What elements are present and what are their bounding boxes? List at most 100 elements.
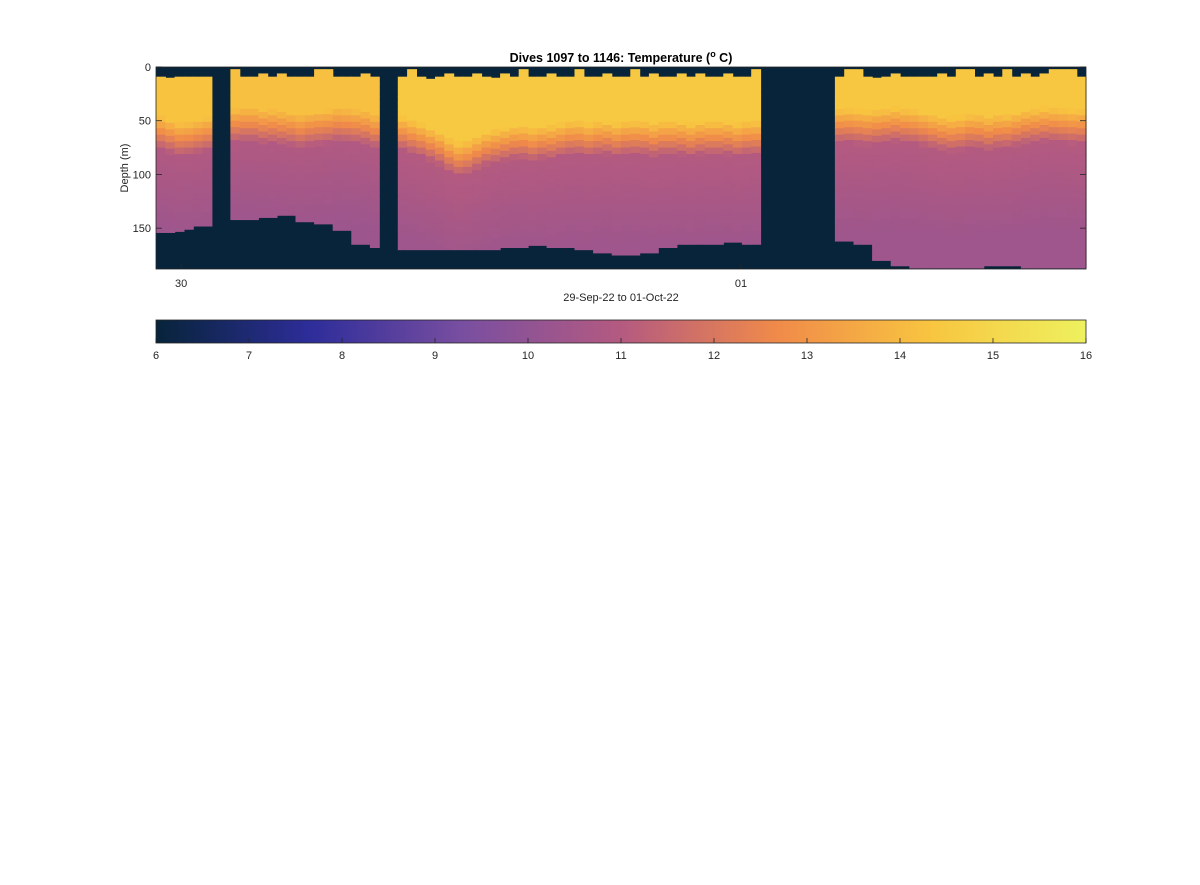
heatmap-cell bbox=[583, 166, 594, 174]
heatmap-cell bbox=[360, 241, 371, 245]
heatmap-cell bbox=[602, 92, 613, 100]
heatmap-cell bbox=[286, 96, 297, 103]
heatmap-cell bbox=[314, 178, 324, 186]
heatmap-cell bbox=[1020, 234, 1031, 242]
heatmap-cell bbox=[481, 166, 492, 174]
heatmap-cell bbox=[1067, 152, 1078, 160]
heatmap-cell bbox=[509, 160, 520, 168]
heatmap-cell bbox=[500, 79, 510, 87]
heatmap-cell bbox=[937, 176, 948, 184]
heatmap-cell bbox=[500, 234, 510, 242]
heatmap-cell bbox=[965, 75, 975, 83]
heatmap-cell bbox=[509, 173, 520, 181]
heatmap-cell bbox=[490, 77, 501, 85]
heatmap-cell bbox=[1076, 83, 1087, 91]
heatmap-cell bbox=[183, 218, 194, 226]
heatmap-cell bbox=[686, 83, 696, 91]
heatmap-cell bbox=[472, 228, 483, 236]
heatmap-cell bbox=[1058, 140, 1068, 148]
heatmap-cell bbox=[658, 224, 669, 232]
heatmap-cell bbox=[202, 218, 213, 226]
heatmap-cell bbox=[453, 199, 464, 207]
heatmap-cell bbox=[323, 210, 334, 218]
heatmap-cell bbox=[741, 212, 752, 219]
heatmap-cell bbox=[741, 128, 752, 136]
heatmap-cell bbox=[462, 115, 473, 123]
heatmap-cell bbox=[183, 160, 194, 168]
heatmap-cell bbox=[258, 208, 269, 216]
heatmap-cell bbox=[732, 147, 743, 155]
heatmap-cell bbox=[714, 160, 724, 168]
heatmap-cell bbox=[881, 231, 892, 239]
heatmap-cell bbox=[695, 131, 706, 139]
heatmap-cell bbox=[844, 230, 855, 238]
heatmap-cell bbox=[407, 191, 417, 199]
heatmap-cell bbox=[276, 99, 287, 107]
heatmap-cell bbox=[1067, 249, 1078, 257]
heatmap-cell bbox=[490, 116, 501, 124]
heatmap-cell bbox=[909, 115, 920, 123]
heatmap-cell bbox=[1020, 202, 1031, 210]
heatmap-cell bbox=[304, 218, 315, 223]
heatmap-cell bbox=[1067, 210, 1078, 218]
heatmap-cell bbox=[174, 186, 185, 194]
heatmap-cell bbox=[528, 128, 538, 136]
heatmap-cell bbox=[416, 121, 427, 129]
heatmap-cell bbox=[369, 160, 380, 168]
heatmap-cell bbox=[927, 160, 938, 168]
heatmap-cell bbox=[1076, 121, 1087, 129]
heatmap-column bbox=[528, 76, 538, 246]
heatmap-cell bbox=[546, 163, 557, 171]
heatmap-cell bbox=[927, 115, 938, 123]
heatmap-cell bbox=[528, 173, 538, 181]
heatmap-cell bbox=[909, 166, 920, 174]
heatmap-cell bbox=[1030, 231, 1041, 239]
heatmap-cell bbox=[844, 146, 855, 154]
heatmap-cell bbox=[1048, 243, 1059, 251]
heatmap-cell bbox=[1058, 223, 1068, 231]
heatmap-cell bbox=[695, 176, 706, 184]
heatmap-cell bbox=[927, 212, 938, 219]
heatmap-cell bbox=[639, 128, 650, 136]
heatmap-cell bbox=[267, 154, 278, 161]
heatmap-cell bbox=[174, 224, 185, 232]
heatmap-cell bbox=[1030, 179, 1041, 187]
heatmap-cell bbox=[723, 99, 734, 107]
heatmap-cell bbox=[1048, 159, 1059, 167]
heatmap-cell bbox=[704, 115, 715, 123]
heatmap-cell bbox=[1011, 76, 1022, 84]
heatmap-cell bbox=[648, 144, 659, 152]
heatmap-cell bbox=[1002, 114, 1013, 122]
heatmap-cell bbox=[509, 134, 520, 142]
colorbar-tick-label: 7 bbox=[246, 350, 252, 362]
heatmap-cell bbox=[1020, 170, 1031, 178]
heatmap-cell bbox=[481, 218, 492, 226]
heatmap-cell bbox=[518, 94, 529, 102]
heatmap-cell bbox=[249, 192, 259, 200]
heatmap-cell bbox=[900, 121, 910, 129]
heatmap-cell bbox=[574, 223, 585, 231]
heatmap-cell bbox=[872, 245, 882, 253]
heatmap-cell bbox=[435, 154, 445, 161]
heatmap-cell bbox=[658, 89, 669, 97]
heatmap-column bbox=[472, 73, 483, 251]
heatmap-cell bbox=[704, 102, 715, 110]
heatmap-cell bbox=[909, 173, 920, 181]
heatmap-cell bbox=[555, 147, 566, 155]
heatmap-cell bbox=[918, 263, 929, 269]
heatmap-cell bbox=[314, 198, 324, 206]
heatmap-cell bbox=[509, 83, 520, 91]
heatmap-cell bbox=[993, 166, 1003, 174]
heatmap-column bbox=[509, 76, 520, 249]
heatmap-cell bbox=[1058, 249, 1068, 257]
heatmap-cell bbox=[667, 160, 678, 168]
heatmap-cell bbox=[258, 137, 269, 145]
heatmap-cell bbox=[853, 107, 864, 115]
heatmap-cell bbox=[1067, 120, 1078, 128]
heatmap-cell bbox=[630, 82, 641, 89]
heatmap-cell bbox=[258, 202, 269, 210]
heatmap-cell bbox=[1058, 204, 1068, 212]
heatmap-cell bbox=[900, 160, 910, 168]
heatmap-cell bbox=[583, 224, 594, 232]
heatmap-cell bbox=[611, 102, 622, 110]
